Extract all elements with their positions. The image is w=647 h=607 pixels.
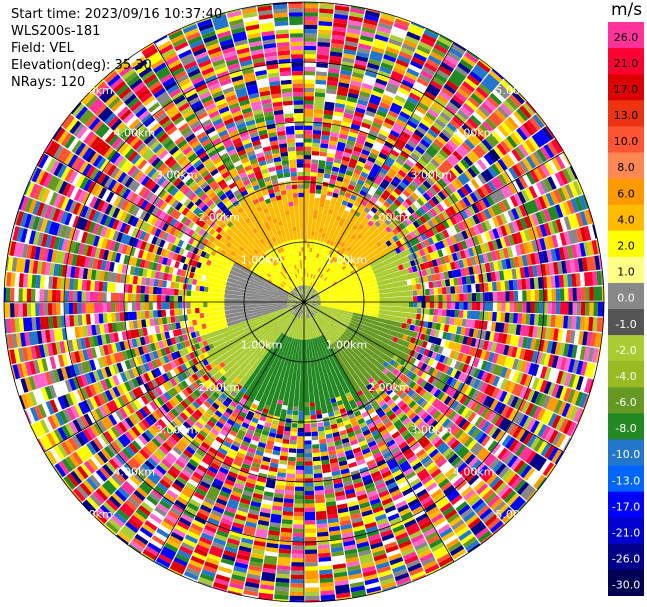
range-ring-label: 2.00km bbox=[368, 211, 410, 224]
gate-group bbox=[9, 2, 594, 601]
range-ring-label: 5.00km bbox=[71, 508, 113, 521]
colorbar-segment bbox=[608, 465, 644, 493]
gate-group bbox=[4, 14, 596, 602]
colorbar-tick-label: -21.0 bbox=[612, 527, 640, 540]
colorbar-tick-label: -10.0 bbox=[612, 448, 640, 461]
azimuth-spoke bbox=[303, 41, 455, 303]
range-ring-label: 2.00km bbox=[198, 381, 240, 394]
colorbar-segment bbox=[608, 569, 644, 596]
start-time-label: Start time: 2023/09/16 10:37:40 bbox=[11, 7, 223, 22]
colorbar-segment bbox=[608, 439, 644, 467]
field-label: Field: VEL bbox=[11, 41, 74, 56]
colorbar-tick-label: -6.0 bbox=[615, 396, 636, 409]
range-ring bbox=[3, 1, 605, 603]
colorbar-segment bbox=[608, 74, 644, 101]
colorbar-segment bbox=[608, 413, 644, 440]
range-ring-label: 5.00km bbox=[495, 508, 537, 521]
colorbar-segment bbox=[608, 100, 644, 127]
colorbar-tick-label: 8.0 bbox=[617, 161, 635, 174]
gate-group bbox=[4, 4, 588, 592]
colorbar-tick-label: 2.0 bbox=[617, 240, 635, 253]
ppi-gates bbox=[4, 2, 604, 602]
range-ring bbox=[243, 241, 365, 363]
colorbar-segment bbox=[608, 152, 644, 180]
colorbar: 26.0 21.0 17.0 13.0 10.0 8.0 6.0 4.0 2.0 1.0 0.0 -1… bbox=[608, 22, 644, 596]
range-ring-label: 2.00km bbox=[198, 211, 240, 224]
range-ring bbox=[183, 181, 425, 423]
colorbar-tick-label: -4.0 bbox=[615, 370, 636, 383]
colorbar-segment bbox=[608, 282, 644, 310]
colorbar-segment bbox=[608, 48, 644, 75]
range-ring-label: 3.00km bbox=[156, 423, 198, 436]
gate-group bbox=[4, 14, 604, 601]
instrument-label: WLS200s-181 bbox=[11, 24, 101, 39]
gate-group bbox=[14, 4, 601, 596]
nrays-label: NRays: 120 bbox=[11, 75, 86, 90]
azimuth-spoke bbox=[43, 151, 305, 303]
colorbar-segment bbox=[608, 256, 644, 284]
colorbar-tick-label: 17.0 bbox=[614, 83, 639, 96]
colorbar-segment bbox=[608, 126, 644, 153]
azimuth-spoke bbox=[153, 41, 305, 303]
colorbar-segment bbox=[608, 309, 644, 336]
colorbar-segment bbox=[608, 22, 644, 49]
colorbar-tick-label: 10.0 bbox=[614, 135, 639, 148]
colorbar-segment bbox=[608, 387, 644, 414]
azimuth-spoke bbox=[303, 151, 565, 303]
elevation-label: Elevation(deg): 35.30 bbox=[11, 58, 152, 73]
range-ring bbox=[63, 61, 545, 543]
colorbar-segment bbox=[608, 178, 644, 206]
range-ring-label: 3.00km bbox=[410, 169, 452, 182]
gate-group bbox=[10, 16, 598, 599]
colorbar-tick-label: -17.0 bbox=[612, 500, 640, 513]
range-ring-label: 4.00km bbox=[114, 126, 156, 139]
colorbar-tick-label: 4.0 bbox=[617, 213, 635, 226]
range-ring-label: 1.00km bbox=[326, 338, 368, 351]
range-ring-label: 4.00km bbox=[453, 126, 495, 139]
range-ring-label: 5.00km bbox=[71, 84, 113, 97]
azimuth-spoke bbox=[153, 301, 305, 563]
range-ring-label: 1.00km bbox=[241, 254, 283, 267]
colorbar-segment bbox=[608, 491, 644, 519]
gate-group bbox=[7, 2, 603, 596]
azimuth-spoke bbox=[43, 301, 305, 453]
colorbar-tick-label: 0.0 bbox=[617, 292, 635, 305]
range-ring bbox=[123, 121, 485, 483]
colorbar-segment bbox=[608, 204, 644, 232]
colorbar-segment bbox=[608, 517, 644, 545]
colorbar-tick-label: -1.0 bbox=[615, 318, 636, 331]
range-ring-label: 2.00km bbox=[368, 381, 410, 394]
range-ring-label: 4.00km bbox=[453, 466, 495, 479]
colorbar-segment bbox=[608, 361, 644, 388]
range-ring-label: 1.00km bbox=[326, 254, 368, 267]
colorbar-segment bbox=[608, 230, 644, 258]
colorbar-tick-label: -8.0 bbox=[615, 422, 636, 435]
colorbar-tick-label: -30.0 bbox=[612, 579, 640, 592]
colorbar-unit-label: m/s bbox=[611, 0, 643, 20]
colorbar-tick-label: -26.0 bbox=[612, 553, 640, 566]
colorbar-segment bbox=[608, 335, 644, 362]
colorbar-segment bbox=[608, 543, 644, 571]
range-ring-label: 3.00km bbox=[410, 423, 452, 436]
colorbar-tick-label: -2.0 bbox=[615, 344, 636, 357]
colorbar-tick-label: 6.0 bbox=[617, 187, 635, 200]
colorbar-tick-label: 1.0 bbox=[617, 266, 635, 279]
colorbar-tick-label: 21.0 bbox=[614, 57, 639, 70]
azimuth-spoke bbox=[303, 301, 455, 563]
colorbar-tick-label: 26.0 bbox=[614, 31, 639, 44]
colorbar-tick-label: 13.0 bbox=[614, 109, 639, 122]
colorbar-tick-label: -13.0 bbox=[612, 474, 640, 487]
range-ring-label: 3.00km bbox=[156, 169, 198, 182]
range-ring-label: 4.00km bbox=[114, 466, 156, 479]
range-ring-label: 5.00km bbox=[495, 84, 537, 97]
gate-group bbox=[13, 3, 603, 586]
azimuth-spoke bbox=[303, 301, 565, 453]
range-ring-label: 1.00km bbox=[241, 338, 283, 351]
